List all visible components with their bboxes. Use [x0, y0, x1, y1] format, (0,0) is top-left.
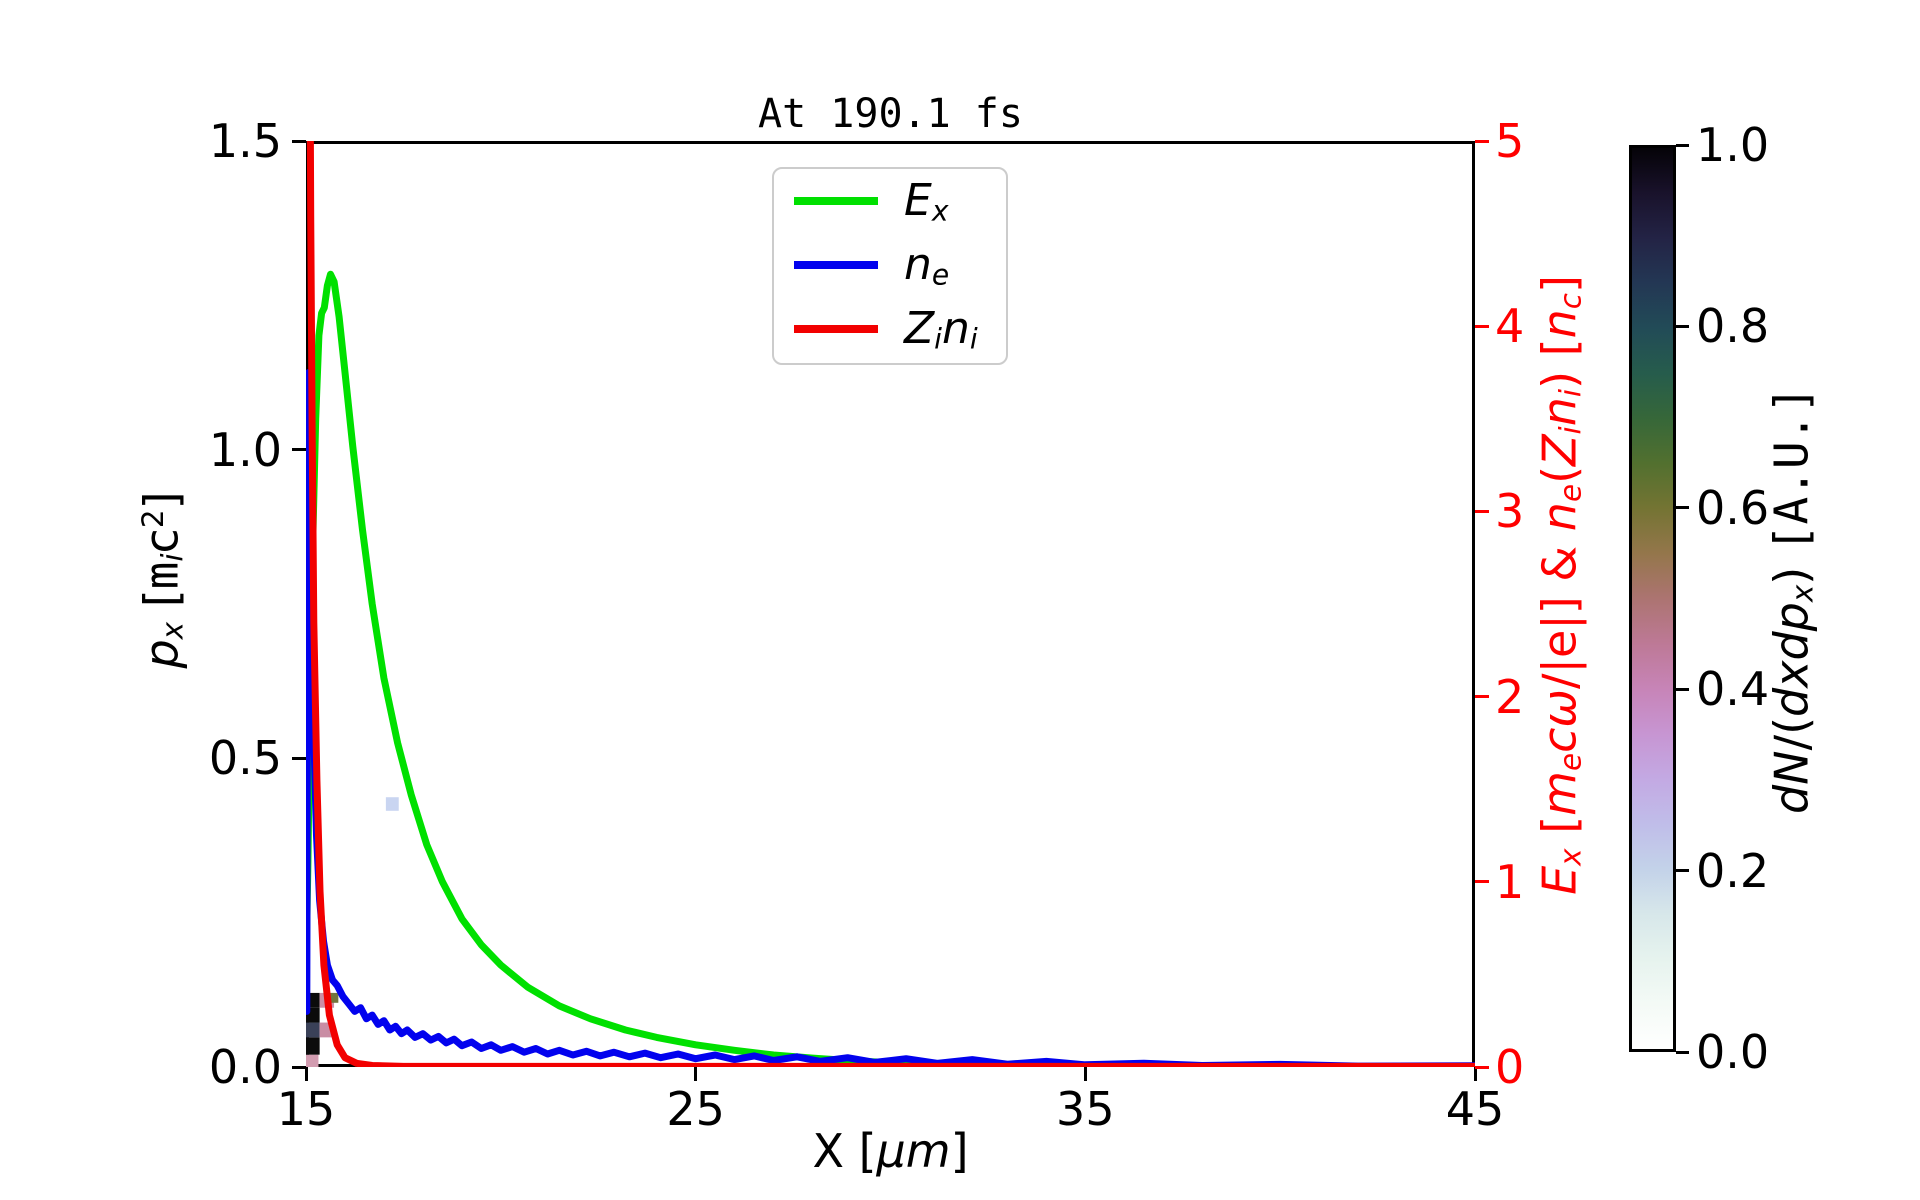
label-segment: [	[1532, 815, 1587, 849]
legend: Ex ne Zini	[772, 167, 1008, 365]
y-left-tick-label: 1.5	[208, 114, 282, 168]
legend-label: Ex	[904, 175, 948, 227]
label-segment: x	[1785, 584, 1820, 603]
colorbar-tick-label: 0.4	[1696, 662, 1770, 717]
y-left-tick-label: 0.0	[208, 1040, 282, 1094]
colorbar-tick-mark	[1676, 687, 1689, 691]
legend-label: ne	[904, 239, 949, 291]
label-segment: x	[931, 194, 949, 228]
curve-zini	[306, 141, 1475, 1067]
label-segment: m	[134, 561, 189, 590]
y-axis-label-right: Ex [mecω/|e|] & ne(Zini) [nc]	[1532, 275, 1587, 895]
label-segment: e	[931, 258, 950, 292]
label-segment: μm	[876, 1124, 951, 1178]
legend-item: Ex	[774, 169, 1006, 233]
colorbar-tick-label: 0.0	[1696, 1025, 1770, 1079]
colorbar-tick-label: 0.2	[1696, 843, 1770, 898]
label-segment: n	[1532, 397, 1587, 427]
label-segment: 2	[136, 509, 171, 529]
label-segment: ]	[134, 491, 189, 510]
label-segment: m	[1532, 771, 1587, 816]
legend-label: Zini	[904, 303, 978, 355]
colorbar-tick-mark	[1676, 506, 1689, 510]
label-segment: c	[134, 528, 189, 554]
legend-item: ne	[774, 233, 1006, 297]
label-segment: /(	[1764, 716, 1819, 751]
label-segment: i	[1553, 426, 1588, 435]
label-segment: Z	[1532, 434, 1587, 466]
y-right-tick-label: 4	[1495, 299, 1525, 354]
y-right-tick-label: 2	[1495, 669, 1525, 724]
y-right-tick-mark	[1475, 139, 1489, 143]
y-right-tick-mark	[1475, 1065, 1489, 1069]
label-segment: n	[904, 238, 932, 290]
y-right-tick-label: 1	[1495, 854, 1525, 909]
label-segment: /|e|] &	[1532, 531, 1587, 690]
y-right-tick-mark	[1475, 509, 1489, 513]
label-segment: [	[134, 589, 189, 622]
label-segment: c	[1532, 727, 1587, 753]
legend-item: Zini	[774, 297, 1006, 361]
label-segment: ]	[1532, 275, 1587, 294]
heatmap-cell	[306, 1037, 320, 1055]
x-tick-label: 35	[1056, 1082, 1115, 1136]
legend-line-sample	[794, 261, 878, 269]
x-tick-mark	[1473, 1067, 1477, 1081]
y-left-tick-mark	[292, 756, 306, 760]
y-left-tick-label: 1.0	[208, 422, 282, 477]
colorbar-label: dN/(dxdpx) [A.U.]	[1764, 386, 1819, 814]
heatmap-cell	[385, 797, 399, 811]
y-right-tick-mark	[1475, 695, 1489, 699]
heatmap-cell	[306, 1022, 320, 1038]
colorbar	[1629, 145, 1676, 1052]
legend-line-sample	[794, 197, 878, 205]
y-left-tick-mark	[292, 139, 306, 143]
label-segment: ]	[950, 1124, 969, 1178]
legend-line-sample	[794, 325, 878, 333]
y-right-tick-label: 3	[1495, 484, 1525, 539]
x-axis-label: X [μm]	[306, 1124, 1475, 1178]
heatmap-cell	[330, 992, 339, 1003]
plot-title: At 190.1 fs	[758, 91, 1023, 137]
x-tick-mark	[304, 1067, 308, 1081]
label-segment: i	[1553, 388, 1588, 398]
x-tick-mark	[694, 1067, 698, 1081]
x-tick-mark	[1083, 1067, 1087, 1081]
colorbar-tick-mark	[1676, 869, 1689, 873]
colorbar-tick-label: 1.0	[1696, 118, 1770, 172]
x-tick-label: 45	[1445, 1082, 1505, 1136]
colorbar-tick-mark	[1676, 1050, 1689, 1054]
x-tick-label: 25	[666, 1082, 725, 1136]
label-segment: i	[969, 322, 978, 356]
label-segment: n	[941, 302, 970, 354]
colorbar-tick-label: 0.8	[1696, 299, 1770, 354]
label-segment: Z	[904, 302, 935, 354]
y-right-tick-mark	[1475, 880, 1489, 884]
heatmap-cell	[306, 1054, 319, 1067]
label-segment: E	[904, 174, 932, 226]
label-segment: x	[155, 621, 190, 640]
x-tick-label: 15	[276, 1082, 336, 1136]
curve-ne	[306, 369, 1475, 1067]
y-left-tick-label: 0.5	[208, 731, 282, 786]
y-right-tick-label: 0	[1495, 1040, 1525, 1094]
y-axis-label-left: px [mic2]	[134, 491, 189, 668]
label-segment: i	[155, 553, 190, 562]
colorbar-tick-label: 0.6	[1696, 480, 1770, 535]
label-segment: )	[1764, 552, 1819, 585]
colorbar-gradient	[1632, 148, 1673, 1049]
colorbar-tick-mark	[1676, 324, 1689, 328]
y-right-tick-label: 5	[1495, 114, 1525, 168]
colorbar-tick-mark	[1676, 143, 1689, 147]
label-segment: e	[1553, 752, 1588, 772]
y-left-tick-mark	[292, 1065, 306, 1069]
label-segment: dN	[1764, 750, 1819, 815]
label-segment: p	[134, 639, 189, 669]
label-segment: i	[934, 322, 942, 356]
y-right-tick-mark	[1475, 324, 1489, 328]
y-left-tick-mark	[292, 448, 306, 452]
label-segment: X [	[812, 1124, 877, 1178]
